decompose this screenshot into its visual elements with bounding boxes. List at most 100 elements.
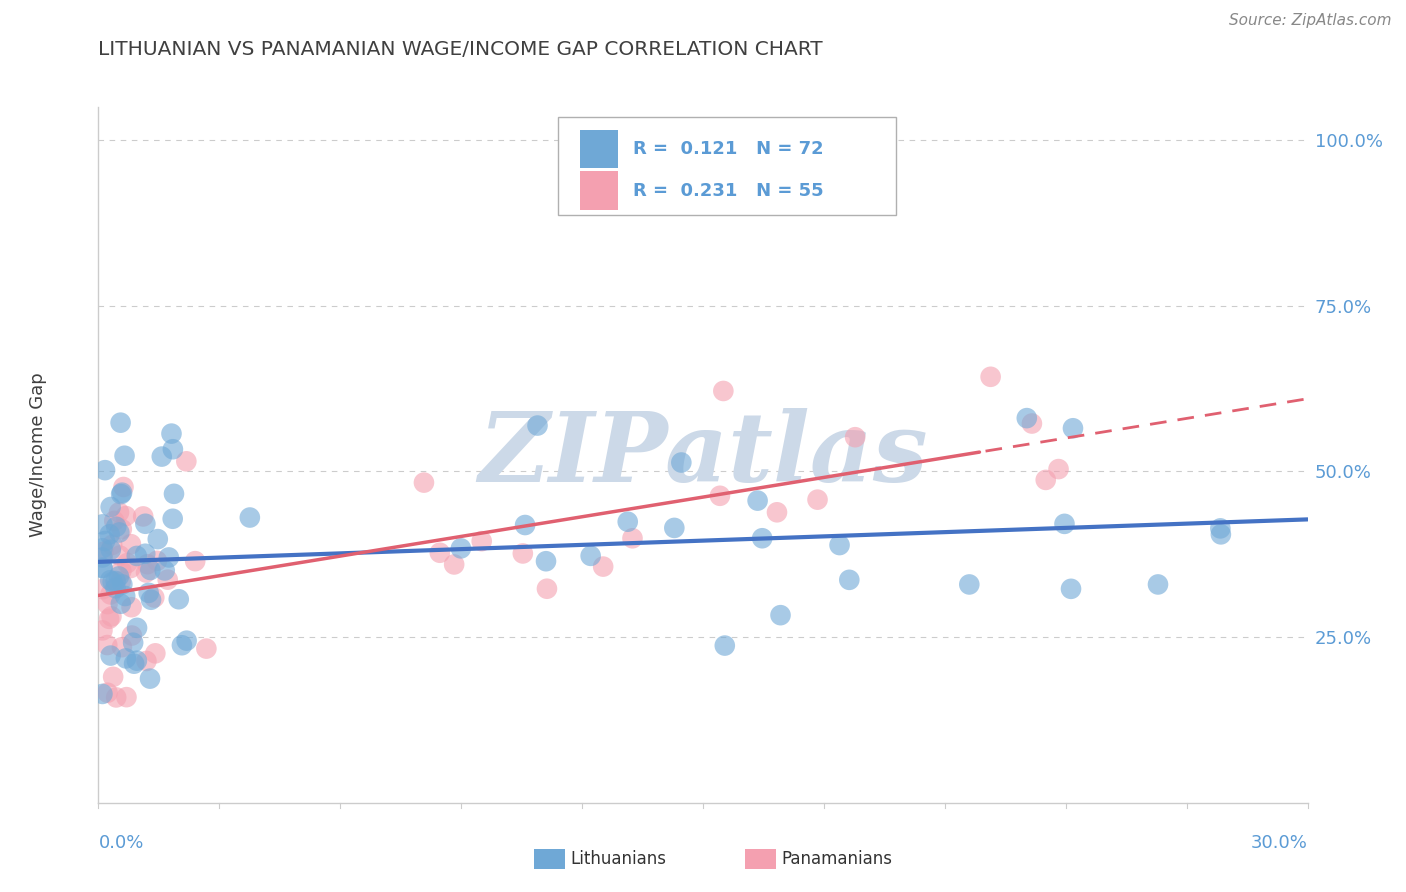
- Point: [104, 574, 127, 588]
- Point: [110, 564, 132, 578]
- Point: [111, 640, 134, 655]
- Point: [114, 449, 136, 463]
- Point: [111, 522, 134, 536]
- Point: [512, 546, 534, 560]
- Point: [156, 573, 179, 587]
- Point: [121, 600, 143, 615]
- Point: [91, 687, 114, 701]
- Point: [162, 512, 184, 526]
- Point: [534, 554, 557, 568]
- Point: [143, 646, 166, 660]
- Point: [138, 586, 160, 600]
- Point: [713, 639, 735, 653]
- FancyBboxPatch shape: [579, 171, 619, 210]
- Point: [664, 521, 686, 535]
- Point: [139, 563, 162, 577]
- Point: [536, 582, 558, 596]
- Point: [122, 636, 145, 650]
- Point: [134, 516, 156, 531]
- Point: [184, 554, 207, 568]
- Point: [157, 550, 180, 565]
- Point: [134, 547, 156, 561]
- Point: [105, 690, 128, 705]
- Point: [1015, 411, 1038, 425]
- Point: [100, 542, 122, 557]
- Point: [108, 525, 131, 540]
- Point: [413, 475, 436, 490]
- Point: [110, 487, 132, 501]
- Point: [162, 442, 184, 457]
- Point: [443, 558, 465, 572]
- Text: 0.0%: 0.0%: [98, 834, 143, 852]
- Text: LITHUANIAN VS PANAMANIAN WAGE/INCOME GAP CORRELATION CHART: LITHUANIAN VS PANAMANIAN WAGE/INCOME GAP…: [98, 40, 823, 59]
- Point: [450, 541, 472, 556]
- Point: [429, 546, 451, 560]
- Point: [747, 493, 769, 508]
- Point: [115, 690, 138, 705]
- Point: [120, 561, 142, 575]
- Point: [94, 533, 117, 548]
- Text: R =  0.231   N = 55: R = 0.231 N = 55: [633, 182, 824, 200]
- Point: [112, 480, 135, 494]
- Point: [96, 638, 118, 652]
- Point: [93, 545, 115, 559]
- Point: [769, 608, 792, 623]
- Point: [1062, 421, 1084, 435]
- Point: [100, 609, 122, 624]
- Point: [101, 670, 124, 684]
- Point: [146, 532, 169, 546]
- Point: [108, 569, 131, 583]
- Point: [1209, 527, 1232, 541]
- Point: [105, 520, 128, 534]
- Point: [1209, 521, 1232, 535]
- Point: [100, 500, 122, 514]
- Point: [838, 573, 860, 587]
- Point: [1053, 516, 1076, 531]
- Point: [709, 489, 731, 503]
- Point: [167, 592, 190, 607]
- Point: [513, 518, 536, 533]
- Point: [110, 574, 132, 589]
- Point: [91, 561, 114, 575]
- Point: [139, 672, 162, 686]
- Point: [101, 574, 124, 589]
- Point: [91, 624, 114, 638]
- Point: [160, 426, 183, 441]
- Text: R =  0.121   N = 72: R = 0.121 N = 72: [633, 140, 824, 158]
- Point: [526, 418, 548, 433]
- Point: [101, 538, 124, 552]
- Point: [139, 592, 162, 607]
- Text: Source: ZipAtlas.com: Source: ZipAtlas.com: [1229, 13, 1392, 29]
- Point: [616, 515, 638, 529]
- Point: [176, 633, 198, 648]
- Point: [751, 531, 773, 545]
- Point: [96, 597, 118, 611]
- Point: [120, 537, 142, 551]
- Point: [110, 597, 132, 611]
- Point: [136, 558, 159, 572]
- Point: [96, 686, 118, 700]
- Point: [94, 463, 117, 477]
- Point: [91, 550, 114, 565]
- Point: [1147, 577, 1170, 591]
- Point: [91, 541, 114, 556]
- Text: 30.0%: 30.0%: [1251, 834, 1308, 852]
- Point: [103, 514, 125, 528]
- Point: [110, 416, 132, 430]
- Point: [1035, 473, 1057, 487]
- Point: [170, 638, 193, 652]
- FancyBboxPatch shape: [579, 129, 619, 168]
- Text: Lithuanians: Lithuanians: [571, 850, 666, 868]
- Point: [125, 549, 148, 563]
- Point: [115, 509, 138, 524]
- Point: [1047, 462, 1070, 476]
- Point: [111, 577, 134, 591]
- Point: [132, 509, 155, 524]
- Point: [91, 582, 114, 596]
- Point: [806, 492, 828, 507]
- Point: [100, 648, 122, 663]
- Point: [115, 651, 138, 665]
- Point: [1021, 417, 1043, 431]
- Point: [471, 534, 494, 549]
- Point: [98, 527, 121, 541]
